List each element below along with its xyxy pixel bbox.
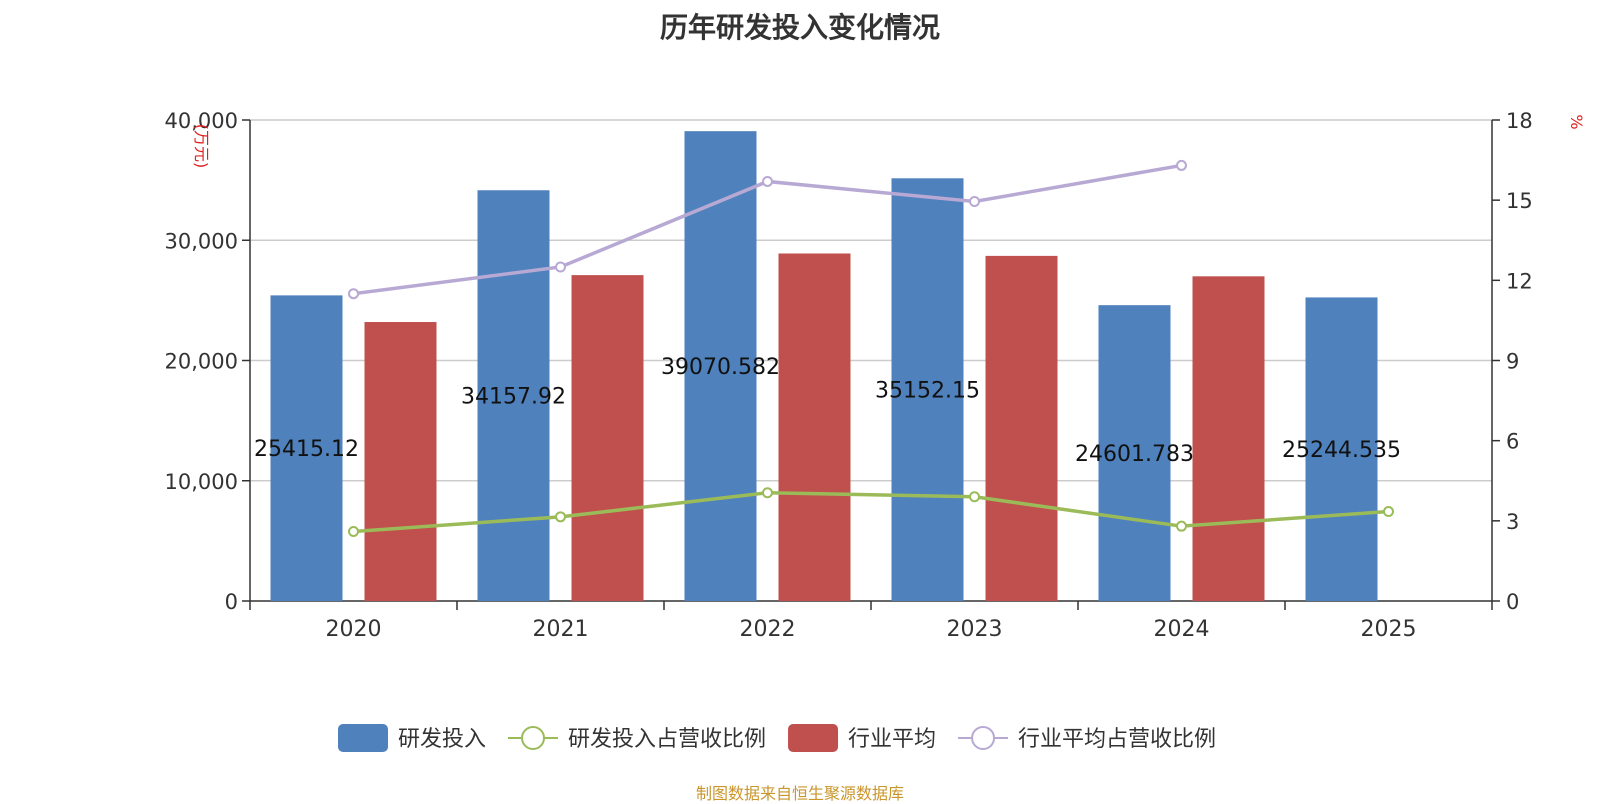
bar-rd-investment[interactable]	[270, 295, 343, 601]
bar-rd-investment[interactable]	[477, 190, 550, 601]
rd-ratio-point[interactable]	[1176, 520, 1187, 532]
bar-data-label: 24601.783	[1075, 442, 1194, 467]
legend-label[interactable]: 研发投入占营收比例	[568, 727, 766, 752]
y-tick-label-right: 9	[1506, 350, 1519, 374]
industry-ratio-point[interactable]	[762, 175, 773, 187]
bar-data-label: 39070.582	[661, 355, 780, 380]
x-tick-label: 2020	[326, 617, 382, 642]
y-tick-label-left: 40,000	[165, 109, 238, 133]
y-axis-left-unit: (万元)	[192, 124, 211, 169]
x-tick-label: 2022	[740, 617, 796, 642]
rd-ratio-point[interactable]	[555, 511, 566, 523]
x-tick-label: 2025	[1361, 617, 1417, 642]
y-tick-label-right: 3	[1506, 510, 1519, 534]
y-tick-label-right: 0	[1506, 590, 1519, 614]
bar-data-label: 35152.15	[875, 379, 980, 404]
bar-industry-average[interactable]	[571, 275, 644, 601]
chart-title: 历年研发投入变化情况	[659, 11, 940, 44]
y-tick-label-right: 12	[1506, 269, 1533, 293]
bar-industry-average[interactable]	[985, 255, 1058, 601]
x-tick-label: 2024	[1154, 617, 1210, 642]
y-tick-label-left: 30,000	[165, 229, 238, 253]
y-tick-label-right: 18	[1506, 109, 1533, 133]
legend-swatch-marker[interactable]	[521, 726, 546, 750]
bar-rd-investment[interactable]	[1305, 297, 1378, 601]
industry-ratio-point[interactable]	[348, 288, 359, 300]
source-note: 制图数据来自恒生聚源数据库	[695, 784, 904, 803]
legend-label[interactable]: 行业平均占营收比例	[1018, 727, 1216, 752]
legend-label[interactable]: 行业平均	[848, 727, 936, 752]
industry-ratio-point[interactable]	[969, 196, 980, 208]
industry-ratio-point[interactable]	[555, 261, 566, 273]
legend-swatch-bar[interactable]	[788, 724, 839, 752]
bar-industry-average[interactable]	[364, 322, 437, 601]
legend-swatch-marker[interactable]	[971, 726, 996, 750]
bar-rd-investment[interactable]	[1098, 305, 1171, 601]
legend-swatch-bar[interactable]	[338, 724, 388, 752]
rd-ratio-line	[353, 491, 1389, 534]
bar-data-label: 25415.12	[254, 437, 359, 462]
x-tick-label: 2023	[947, 617, 1003, 642]
bar-industry-average[interactable]	[1192, 276, 1265, 601]
rd-ratio-point[interactable]	[969, 491, 980, 503]
y-tick-label-right: 6	[1506, 430, 1519, 454]
rd-ratio-point[interactable]	[348, 526, 359, 538]
legend-label[interactable]: 研发投入	[398, 727, 486, 752]
x-tick-label: 2021	[533, 617, 589, 642]
y-axis-right-unit: %	[1567, 114, 1586, 129]
bar-data-label: 25244.535	[1282, 438, 1401, 463]
rd-ratio-point[interactable]	[762, 487, 773, 499]
industry-ratio-point[interactable]	[1176, 159, 1187, 171]
y-tick-label-left: 20,000	[165, 350, 238, 374]
y-tick-label-left: 0	[225, 590, 238, 614]
bar-data-label: 34157.92	[461, 385, 566, 410]
bar-industry-average[interactable]	[778, 253, 851, 602]
y-tick-label-left: 10,000	[165, 470, 238, 494]
bar-rd-investment[interactable]	[891, 178, 964, 601]
rd-ratio-point[interactable]	[1383, 505, 1394, 517]
y-tick-label-right: 15	[1506, 189, 1533, 213]
